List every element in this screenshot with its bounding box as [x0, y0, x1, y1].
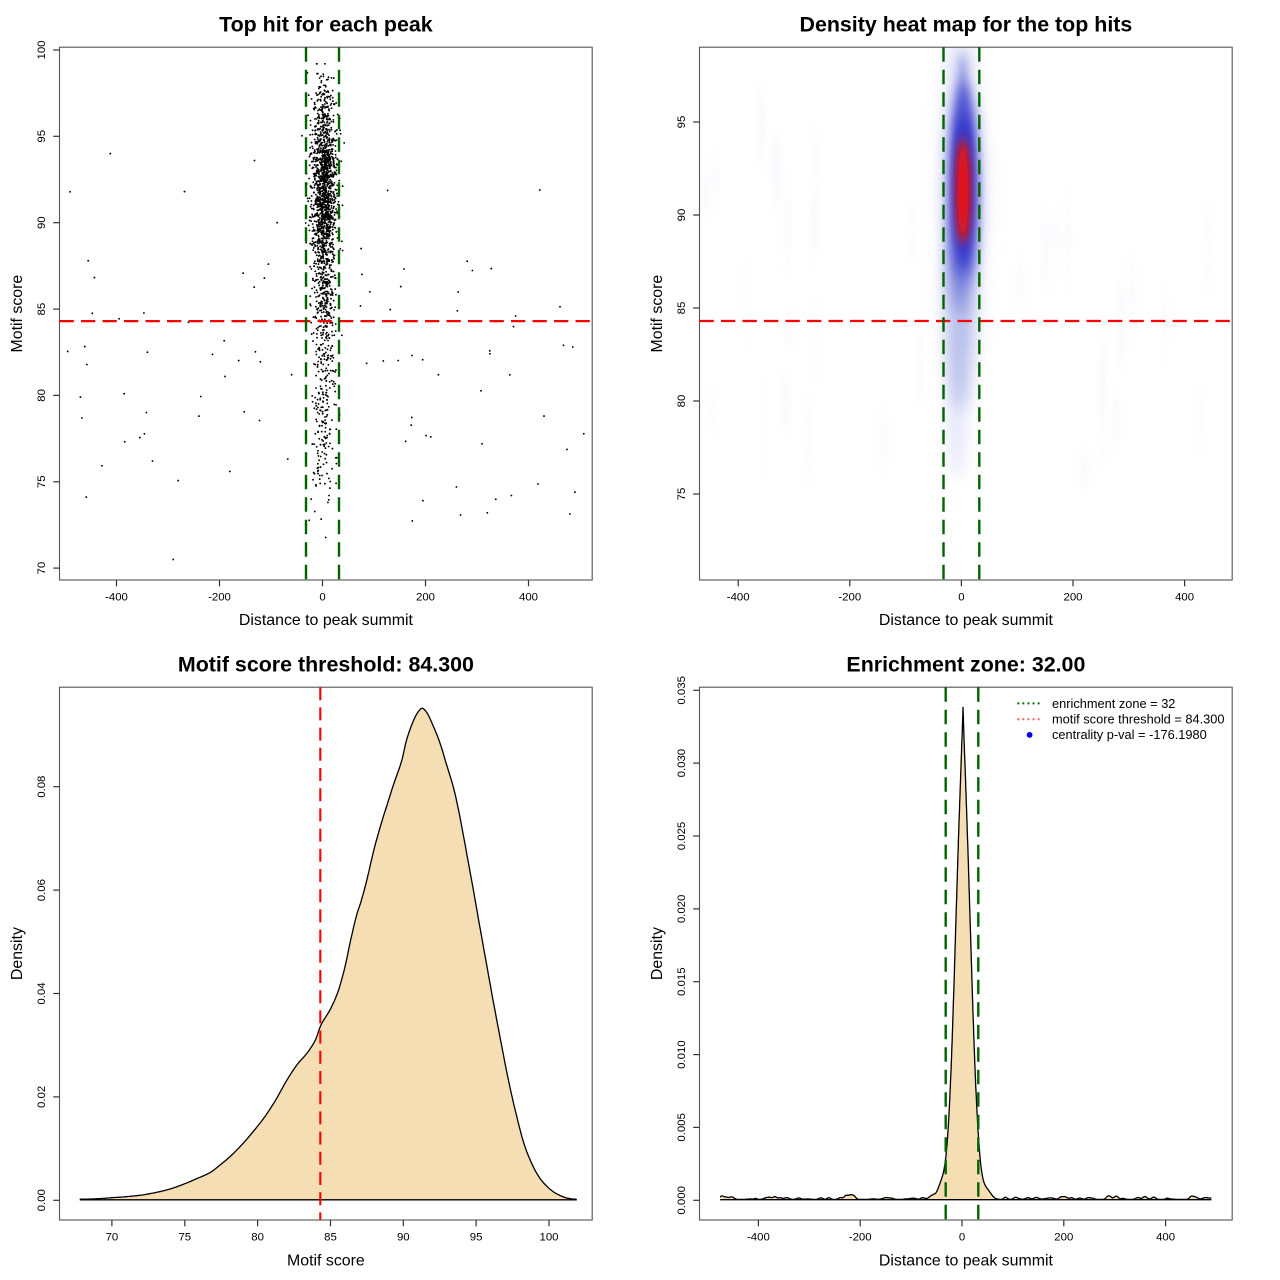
svg-text:0.00: 0.00: [36, 1189, 48, 1211]
svg-text:85: 85: [676, 302, 688, 315]
svg-text:Top hit for each peak: Top hit for each peak: [219, 12, 433, 36]
svg-text:Density heat map for the top h: Density heat map for the top hits: [800, 12, 1133, 36]
svg-text:200: 200: [1054, 1232, 1073, 1244]
svg-text:80: 80: [676, 395, 688, 408]
svg-text:200: 200: [1063, 592, 1082, 604]
svg-text:Motif score: Motif score: [287, 1252, 365, 1269]
svg-text:0.035: 0.035: [676, 676, 688, 705]
svg-text:85: 85: [36, 303, 48, 316]
svg-text:-400: -400: [747, 1232, 770, 1244]
svg-text:100: 100: [539, 1232, 558, 1244]
svg-text:0.030: 0.030: [676, 749, 688, 778]
svg-text:Distance to peak summit: Distance to peak summit: [239, 612, 414, 629]
svg-text:90: 90: [676, 209, 688, 222]
svg-text:80: 80: [251, 1232, 264, 1244]
svg-text:Motif score threshold: 84.300: Motif score threshold: 84.300: [178, 652, 474, 676]
svg-text:0.08: 0.08: [36, 776, 48, 798]
svg-text:0.02: 0.02: [36, 1086, 48, 1108]
svg-text:enrichment zone = 32: enrichment zone = 32: [1052, 696, 1175, 711]
svg-text:100: 100: [36, 40, 48, 59]
svg-text:85: 85: [324, 1232, 337, 1244]
svg-text:0.010: 0.010: [676, 1040, 688, 1069]
svg-text:0.005: 0.005: [676, 1113, 688, 1142]
svg-text:-200: -200: [208, 592, 231, 604]
svg-text:0.06: 0.06: [36, 879, 48, 901]
svg-text:0.000: 0.000: [676, 1186, 688, 1215]
svg-text:400: 400: [519, 592, 538, 604]
svg-text:Density: Density: [9, 927, 26, 980]
svg-text:0: 0: [319, 592, 325, 604]
svg-text:70: 70: [106, 1232, 119, 1244]
svg-text:400: 400: [1156, 1232, 1175, 1244]
svg-text:Enrichment zone: 32.00: Enrichment zone: 32.00: [846, 652, 1085, 676]
svg-text:90: 90: [397, 1232, 410, 1244]
svg-text:Distance to peak summit: Distance to peak summit: [879, 1252, 1054, 1269]
svg-text:200: 200: [416, 592, 435, 604]
svg-text:0.04: 0.04: [36, 982, 48, 1004]
svg-text:Density: Density: [649, 927, 666, 980]
svg-text:Motif score: Motif score: [9, 275, 26, 353]
svg-text:400: 400: [1175, 592, 1194, 604]
svg-text:Distance to peak summit: Distance to peak summit: [879, 612, 1054, 629]
svg-text:90: 90: [36, 216, 48, 229]
svg-text:-200: -200: [849, 1232, 872, 1244]
svg-text:0: 0: [959, 1232, 965, 1244]
svg-text:0: 0: [958, 592, 964, 604]
svg-text:-200: -200: [838, 592, 861, 604]
svg-text:-400: -400: [727, 592, 750, 604]
svg-text:0.025: 0.025: [676, 822, 688, 851]
svg-text:70: 70: [36, 562, 48, 575]
svg-text:95: 95: [676, 116, 688, 129]
svg-text:centrality p-val = -176.1980: centrality p-val = -176.1980: [1052, 727, 1207, 742]
svg-text:-400: -400: [105, 592, 128, 604]
svg-text:75: 75: [178, 1232, 191, 1244]
svg-text:Motif score: Motif score: [649, 275, 666, 353]
svg-text:75: 75: [36, 475, 48, 488]
svg-text:95: 95: [470, 1232, 483, 1244]
svg-text:0.015: 0.015: [676, 967, 688, 996]
svg-text:75: 75: [676, 488, 688, 501]
svg-text:motif score threshold = 84.300: motif score threshold = 84.300: [1052, 711, 1225, 726]
svg-text:80: 80: [36, 389, 48, 402]
svg-text:95: 95: [36, 130, 48, 143]
svg-text:0.020: 0.020: [676, 895, 688, 924]
